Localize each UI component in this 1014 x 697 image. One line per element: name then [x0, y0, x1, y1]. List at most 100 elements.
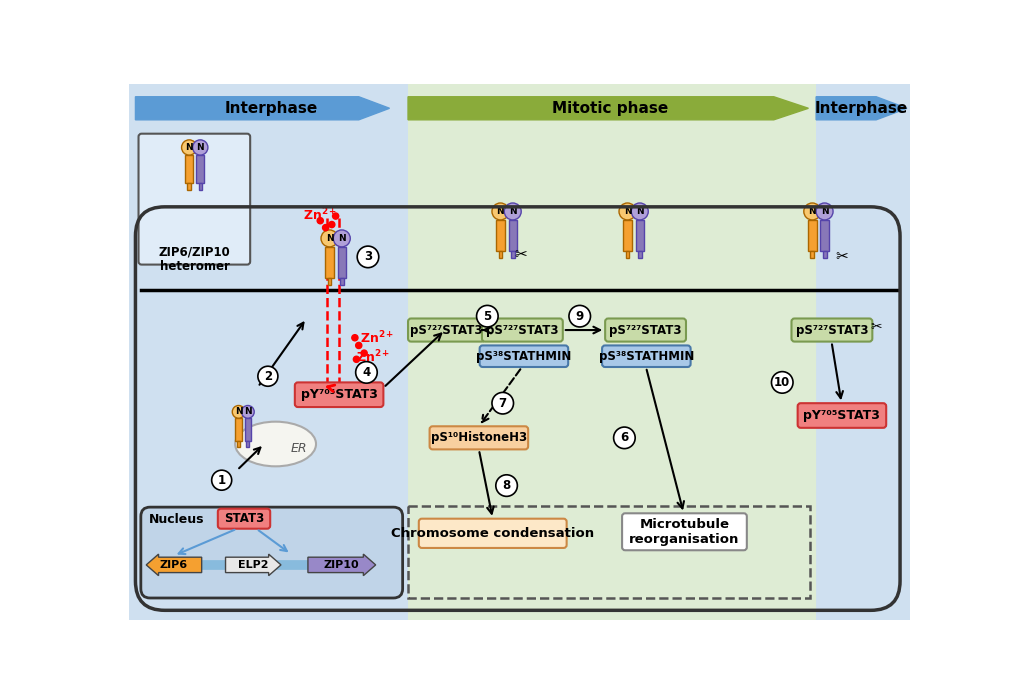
Bar	[186, 155, 193, 183]
Circle shape	[492, 203, 509, 220]
FancyArrow shape	[408, 97, 808, 120]
Text: N: N	[624, 207, 632, 216]
Text: N: N	[235, 407, 242, 416]
FancyArrowPatch shape	[239, 447, 261, 468]
Circle shape	[613, 427, 635, 449]
Circle shape	[317, 217, 323, 224]
Text: Interphase: Interphase	[815, 101, 909, 116]
Circle shape	[321, 230, 338, 247]
FancyBboxPatch shape	[430, 427, 528, 450]
Circle shape	[258, 366, 278, 386]
Bar	[328, 277, 332, 285]
FancyArrowPatch shape	[480, 452, 494, 514]
FancyArrowPatch shape	[178, 530, 234, 554]
Text: N: N	[497, 207, 504, 216]
Bar	[197, 155, 204, 183]
Circle shape	[359, 363, 365, 369]
FancyBboxPatch shape	[482, 319, 563, 342]
Circle shape	[352, 335, 358, 341]
FancyBboxPatch shape	[622, 513, 747, 550]
FancyBboxPatch shape	[605, 319, 686, 342]
Text: ZIP6: ZIP6	[160, 560, 188, 570]
Bar	[325, 247, 334, 277]
Bar	[511, 251, 515, 259]
Circle shape	[619, 203, 636, 220]
Circle shape	[477, 305, 498, 327]
Text: 7: 7	[499, 397, 507, 410]
Text: N: N	[244, 407, 251, 416]
FancyBboxPatch shape	[408, 319, 485, 342]
Bar	[340, 277, 344, 285]
Bar	[810, 251, 814, 259]
Text: 5: 5	[484, 309, 492, 323]
Bar	[408, 84, 816, 620]
Bar	[130, 84, 408, 620]
Bar	[626, 251, 630, 259]
Text: $\mathbf{Zn^{2+}}$: $\mathbf{Zn^{2+}}$	[357, 348, 390, 365]
Bar	[244, 418, 251, 441]
Circle shape	[333, 213, 339, 219]
Circle shape	[193, 140, 208, 155]
Circle shape	[496, 475, 517, 496]
Bar	[408, 505, 810, 598]
Circle shape	[632, 203, 648, 220]
Text: N: N	[325, 234, 334, 243]
Circle shape	[334, 230, 350, 247]
Text: pS⁷²⁷STAT3: pS⁷²⁷STAT3	[609, 323, 681, 337]
Text: N: N	[820, 207, 828, 216]
FancyArrowPatch shape	[831, 344, 843, 398]
FancyArrowPatch shape	[260, 323, 303, 385]
Text: pY⁷⁰⁵STAT3: pY⁷⁰⁵STAT3	[803, 409, 880, 422]
Text: ✂: ✂	[870, 320, 882, 334]
Text: 6: 6	[621, 431, 629, 445]
Polygon shape	[225, 554, 281, 576]
Circle shape	[329, 222, 335, 228]
Circle shape	[772, 372, 793, 393]
Circle shape	[232, 406, 245, 418]
Text: ZIP10: ZIP10	[324, 560, 360, 570]
Text: pS³⁸STATHMIN: pS³⁸STATHMIN	[598, 350, 694, 362]
Circle shape	[504, 203, 521, 220]
Bar	[338, 247, 346, 277]
Ellipse shape	[235, 422, 316, 466]
FancyBboxPatch shape	[798, 403, 886, 428]
FancyArrowPatch shape	[328, 385, 335, 392]
FancyBboxPatch shape	[480, 346, 568, 367]
Bar	[237, 441, 240, 447]
FancyBboxPatch shape	[141, 507, 403, 598]
Text: ZIP6/ZIP10
heteromer: ZIP6/ZIP10 heteromer	[159, 245, 230, 273]
FancyBboxPatch shape	[295, 383, 383, 407]
Bar	[246, 441, 249, 447]
Text: 9: 9	[576, 309, 584, 323]
FancyArrowPatch shape	[647, 369, 684, 508]
Bar	[636, 220, 644, 251]
Circle shape	[212, 470, 231, 490]
Text: STAT3: STAT3	[224, 512, 264, 526]
Text: 10: 10	[774, 376, 790, 389]
Circle shape	[182, 140, 197, 155]
Bar	[808, 220, 816, 251]
Text: ✂: ✂	[836, 250, 848, 264]
Text: $\mathbf{Zn^{2+}}$: $\mathbf{Zn^{2+}}$	[360, 330, 394, 346]
Circle shape	[241, 406, 255, 418]
Text: ER: ER	[290, 442, 307, 455]
Circle shape	[322, 224, 329, 231]
FancyBboxPatch shape	[602, 346, 691, 367]
Bar	[188, 183, 191, 190]
Text: pS¹⁰HistoneH3: pS¹⁰HistoneH3	[431, 431, 527, 445]
Text: N: N	[197, 143, 204, 152]
Text: N: N	[186, 143, 193, 152]
Text: pS⁷²⁷STAT3: pS⁷²⁷STAT3	[486, 323, 559, 337]
Circle shape	[356, 362, 377, 383]
Bar	[638, 251, 642, 259]
Text: pS³⁸STATHMIN: pS³⁸STATHMIN	[477, 350, 572, 362]
FancyArrowPatch shape	[482, 369, 520, 422]
Circle shape	[356, 342, 362, 348]
Text: Nucleus: Nucleus	[148, 513, 204, 526]
FancyBboxPatch shape	[408, 207, 816, 611]
Text: pS⁷²⁷STAT3: pS⁷²⁷STAT3	[796, 323, 868, 337]
Text: ✂: ✂	[514, 247, 527, 262]
Circle shape	[361, 350, 367, 356]
Text: Microtubule
reorganisation: Microtubule reorganisation	[630, 518, 739, 546]
Text: ELP2: ELP2	[238, 560, 269, 570]
